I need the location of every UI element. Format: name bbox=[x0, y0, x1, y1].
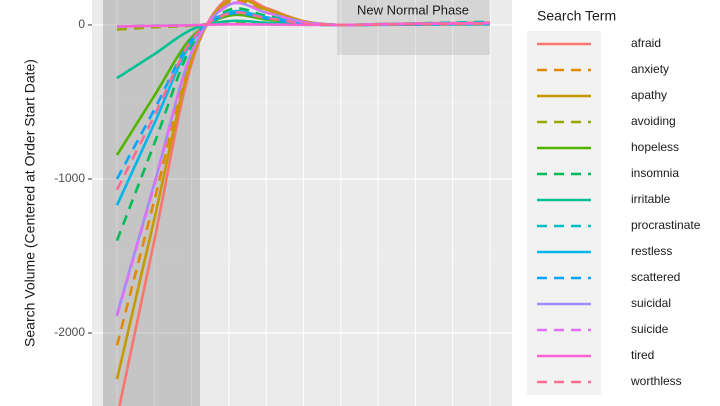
y-tick-label: -2000 bbox=[54, 325, 85, 339]
legend-label: avoiding bbox=[631, 114, 676, 128]
lines bbox=[115, 0, 491, 406]
legend-label: hopeless bbox=[631, 140, 679, 154]
legend-label: anxiety bbox=[631, 62, 669, 76]
grid bbox=[92, 0, 512, 406]
legend-label: apathy bbox=[631, 88, 667, 102]
legend-label: worthless bbox=[630, 374, 682, 388]
legend-label: tired bbox=[631, 348, 654, 362]
annotation: New Normal Phase bbox=[357, 2, 469, 17]
series-line bbox=[115, 0, 491, 346]
legend-label: suicide bbox=[631, 322, 669, 336]
y-tick-label: 0 bbox=[78, 17, 85, 31]
legend-label: scattered bbox=[631, 270, 680, 284]
series-line bbox=[115, 11, 491, 191]
legend-label: suicidal bbox=[631, 296, 671, 310]
y-tick-label: -1000 bbox=[54, 171, 85, 185]
legend-label: irritable bbox=[631, 192, 671, 206]
legend-label: insomnia bbox=[631, 166, 679, 180]
legend-label: restless bbox=[631, 244, 672, 258]
legend-label: afraid bbox=[631, 36, 661, 50]
phase-shade bbox=[337, 0, 490, 55]
legend-title: Search Term bbox=[537, 8, 616, 24]
legend: afraid anxiety apathy avoiding hopeless insom… bbox=[527, 31, 701, 395]
y-axis-label: Search Volume (Centered at Order Start D… bbox=[22, 59, 38, 347]
legend-label: procrastinate bbox=[631, 218, 701, 232]
